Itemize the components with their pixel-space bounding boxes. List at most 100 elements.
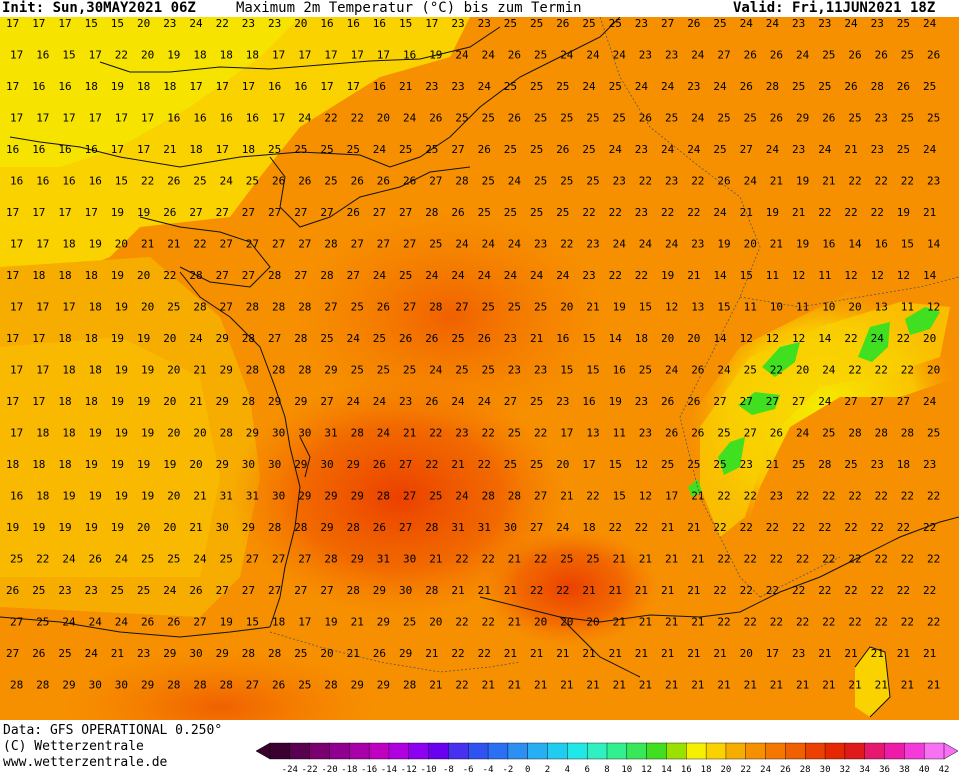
colorbar-arrow-left [255, 742, 271, 760]
grid-temperature-value: 29 [216, 332, 229, 345]
grid-temperature-value: 22 [818, 584, 831, 597]
grid-temperature-value: 24 [482, 238, 496, 251]
grid-temperature-value: 21 [347, 647, 360, 660]
grid-temperature-value: 19 [115, 427, 128, 440]
grid-temperature-value: 22 [871, 206, 884, 219]
grid-temperature-value: 27 [504, 395, 517, 408]
grid-temperature-value: 28 [320, 269, 333, 282]
grid-temperature-value: 24 [455, 490, 469, 503]
grid-temperature-value: 26 [403, 175, 416, 188]
grid-temperature-value: 24 [871, 332, 885, 345]
grid-temperature-value: 23 [792, 647, 805, 660]
grid-temperature-value: 21 [848, 679, 861, 692]
grid-temperature-value: 24 [687, 143, 701, 156]
grid-temperature-value: 22 [897, 332, 910, 345]
grid-temperature-value: 24 [504, 269, 518, 282]
grid-temperature-value: 24 [717, 364, 731, 377]
grid-temperature-value: 26 [687, 395, 700, 408]
grid-temperature-value: 27 [298, 553, 311, 566]
grid-temperature-value: 22 [848, 364, 861, 377]
grid-temperature-value: 20 [534, 616, 547, 629]
grid-temperature-value: 30 [272, 427, 285, 440]
grid-temperature-value: 25 [665, 112, 678, 125]
grid-temperature-value: 25 [504, 80, 517, 93]
grid-temperature-value: 26 [373, 647, 386, 660]
grid-temperature-value: 25 [403, 616, 416, 629]
grid-temperature-value: 17 [216, 80, 229, 93]
grid-temperature-value: 14 [818, 332, 832, 345]
grid-temperature-value: 21 [613, 616, 626, 629]
grid-temperature-value: 19 [613, 301, 626, 314]
grid-temperature-value: 25 [822, 49, 835, 62]
grid-temperature-value: 18 [36, 427, 49, 440]
colorbar-tick-label: 42 [938, 765, 950, 775]
grid-temperature-value: 24 [373, 269, 387, 282]
grid-temperature-value: 27 [744, 427, 757, 440]
grid-temperature-value: 16 [10, 490, 23, 503]
colorbar-swatch [864, 742, 886, 760]
grid-temperature-value: 15 [85, 17, 98, 30]
grid-temperature-value: 26 [6, 584, 19, 597]
grid-temperature-value: 25 [141, 553, 154, 566]
website-link[interactable]: www.wetterzentrale.de [3, 755, 168, 770]
grid-temperature-value: 28 [167, 679, 180, 692]
grid-temperature-value: 12 [871, 269, 884, 282]
grid-temperature-value: 29 [298, 490, 311, 503]
grid-temperature-value: 28 [871, 80, 884, 93]
grid-temperature-value: 19 [141, 490, 154, 503]
grid-temperature-value: 21 [609, 584, 622, 597]
grid-temperature-value: 17 [10, 238, 23, 251]
grid-temperature-value: 17 [10, 427, 23, 440]
grid-temperature-value: 25 [713, 458, 726, 471]
grid-temperature-value: 24 [818, 143, 832, 156]
grid-temperature-value: 27 [429, 175, 442, 188]
grid-temperature-value: 26 [272, 679, 285, 692]
grid-temperature-value: 21 [582, 584, 595, 597]
grid-temperature-value: 22 [639, 175, 652, 188]
grid-temperature-value: 21 [665, 679, 678, 692]
grid-temperature-value: 24 [586, 49, 600, 62]
grid-temperature-value: 16 [89, 175, 102, 188]
grid-temperature-value: 27 [268, 206, 281, 219]
grid-temperature-value: 17 [10, 49, 23, 62]
grid-temperature-value: 24 [478, 80, 492, 93]
grid-temperature-value: 21 [687, 584, 700, 597]
grid-temperature-value: 18 [62, 238, 75, 251]
colorbar-tick-label: -8 [442, 765, 454, 775]
grid-temperature-value: 27 [403, 490, 416, 503]
grid-temperature-value: 25 [320, 143, 333, 156]
grid-temperature-value: 25 [923, 80, 936, 93]
grid-temperature-value: 10 [770, 301, 783, 314]
grid-temperature-value: 22 [717, 616, 730, 629]
grid-temperature-value: 30 [399, 584, 412, 597]
grid-temperature-value: 18 [272, 616, 285, 629]
grid-temperature-value: 31 [478, 521, 491, 534]
grid-temperature-value: 23 [534, 364, 547, 377]
grid-temperature-value: 18 [89, 301, 102, 314]
grid-temperature-value: 28 [242, 395, 255, 408]
grid-temperature-value: 28 [377, 490, 390, 503]
grid-temperature-value: 16 [85, 143, 98, 156]
grid-temperature-value: 25 [377, 364, 390, 377]
grid-temperature-value: 29 [351, 553, 364, 566]
grid-temperature-value: 26 [478, 143, 491, 156]
grid-temperature-value: 19 [111, 206, 124, 219]
colorbar-swatch [785, 742, 806, 760]
grid-temperature-value: 23 [268, 17, 281, 30]
grid-temperature-value: 28 [347, 584, 360, 597]
grid-temperature-value: 25 [482, 301, 495, 314]
grid-temperature-value: 31 [377, 553, 390, 566]
grid-temperature-value: 20 [137, 269, 150, 282]
grid-temperature-value: 25 [927, 427, 940, 440]
grid-temperature-value: 17 [347, 80, 360, 93]
grid-temperature-value: 28 [220, 427, 233, 440]
grid-temperature-value: 28 [294, 332, 307, 345]
grid-temperature-value: 22 [766, 584, 779, 597]
temperature-map[interactable]: 17 17 17 15 15 20 23 24 22 23 23 20 16 16 16 15 17 23 23 25… [0, 17, 959, 720]
grid-temperature-value: 19 [796, 238, 809, 251]
grid-temperature-value: 17 [425, 17, 438, 30]
grid-temperature-value: 22 [744, 553, 757, 566]
grid-temperature-value: 28 [189, 269, 202, 282]
grid-temperature-value: 21 [744, 679, 757, 692]
grid-temperature-value: 21 [691, 553, 704, 566]
